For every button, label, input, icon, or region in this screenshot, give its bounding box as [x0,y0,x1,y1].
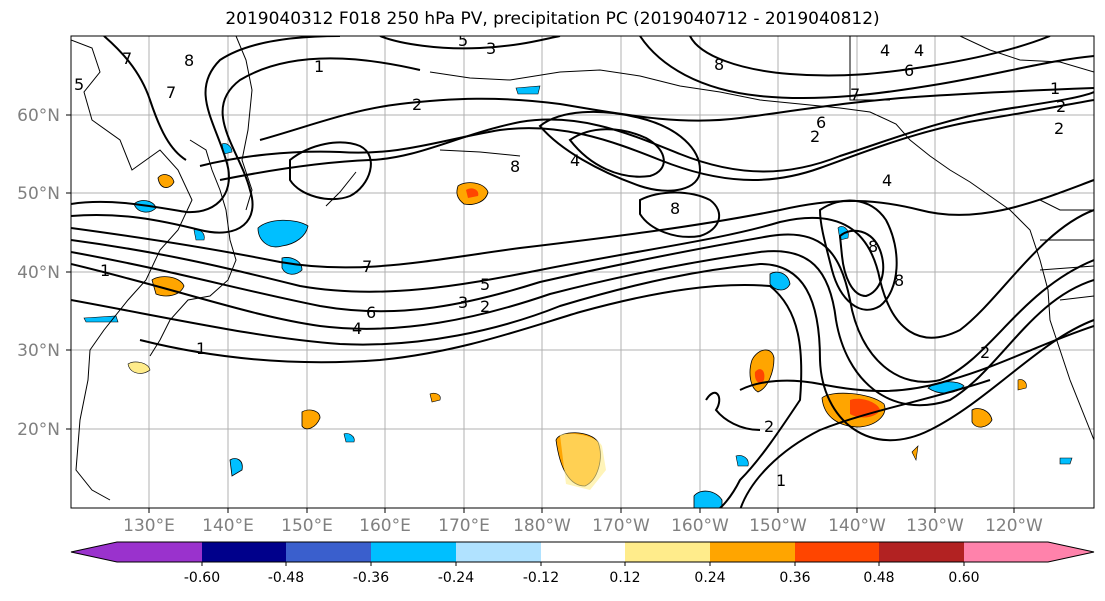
colorbar-segment [710,542,795,562]
colorbar-segment [1048,542,1094,562]
lon-label: 170°E [438,516,490,536]
colorbar-segment [371,542,456,562]
colorbar-segment [71,542,117,562]
pv-contours [71,36,1094,508]
contour-label: 8 [510,157,520,176]
longitude-labels: 130°E 140°E 150°E 160°E 170°E 180°W 170°… [123,516,1043,536]
contour-label: 8 [868,237,878,256]
contour-label: 4 [352,319,362,338]
contour-label: 3 [486,39,496,58]
contour-label: 5 [458,31,468,50]
contour-label: 8 [894,271,904,290]
lon-label: 170°W [592,516,650,536]
colorbar-segment [625,542,710,562]
lon-label: 160°E [359,516,411,536]
contour-label: 7 [850,85,860,104]
contour-label: 2 [764,417,774,436]
contour-label: 4 [570,151,580,170]
contour-label: 5 [74,75,84,94]
contour-label: 4 [880,41,890,60]
colorbar-outline [70,541,1095,563]
contour-label: 6 [366,303,376,322]
contour-label: 2 [480,297,490,316]
contour-label: 8 [670,199,680,218]
colorbar-tick-label: -0.24 [438,570,474,586]
colorbar-tick-label: 0.24 [694,570,725,586]
colorbar-segment [795,542,879,562]
contour-label: 2 [810,127,820,146]
lon-label: 140°W [828,516,886,536]
contour-label: 7 [362,257,372,276]
colorbar-tick-label: -0.36 [353,570,389,586]
lat-label: 30°N [17,341,60,361]
contour-label: 4 [914,41,924,60]
gridlines [71,36,1094,508]
contour-label: 6 [904,61,914,80]
contour-label: 1 [314,57,324,76]
lat-label: 20°N [17,420,60,440]
colorbar-segment [456,542,541,562]
contour-label: 7 [122,49,132,68]
colorbar: -0.60 -0.48 -0.36 -0.24 -0.12 0.12 0.24 … [70,541,1095,586]
lon-label: 180°W [513,516,571,536]
contour-label: 7 [166,83,176,102]
contour-label: 5 [480,275,490,294]
lon-label: 150°E [281,516,333,536]
contour-label: 1 [100,261,110,280]
contour-label: 1 [1050,79,1060,98]
lat-label: 60°N [17,106,60,126]
contour-label: 2 [980,343,990,362]
lat-label: 40°N [17,263,60,283]
colorbar-segment [879,542,964,562]
contour-label: 3 [458,293,468,312]
colorbar-tick-label: -0.60 [184,570,220,586]
map-title: 2019040312 F018 250 hPa PV, precipitatio… [225,9,880,29]
contour-label: 1 [196,339,206,358]
lon-label: 160°W [671,516,729,536]
colorbar-segment [202,542,286,562]
contour-label: 8 [714,55,724,74]
axis-ticks [66,114,1015,513]
contour-label: 2 [1056,97,1066,116]
colorbar-tick-label: -0.48 [268,570,304,586]
colorbar-tick-label: 0.60 [948,570,979,586]
colorbar-tick-label: 0.48 [863,570,894,586]
colorbar-segment [286,542,371,562]
lon-label: 130°W [906,516,964,536]
contour-label: 4 [882,171,892,190]
contour-label: 8 [184,51,194,70]
contour-labels: 5 7 8 1 3 5 4 8 7 2 8 4 8 6 2 7 4 8 8 6 … [74,31,1066,490]
lon-label: 140°E [202,516,254,536]
lon-label: 150°W [749,516,807,536]
colorbar-segment [541,542,625,562]
contour-label: 1 [776,471,786,490]
lon-label: 120°W [985,516,1043,536]
colorbar-segment [964,542,1048,562]
lat-label: 50°N [17,184,60,204]
colorbar-segment [117,542,202,562]
contour-label: 2 [412,95,422,114]
lon-label: 130°E [123,516,175,536]
colorbar-tick-label: -0.12 [523,570,559,586]
latitude-labels: 60°N 50°N 40°N 30°N 20°N [17,106,60,440]
colorbar-tick-label: 0.12 [609,570,640,586]
colorbar-tick-label: 0.36 [779,570,810,586]
contour-label: 6 [816,113,826,132]
contour-label: 2 [1054,119,1064,138]
